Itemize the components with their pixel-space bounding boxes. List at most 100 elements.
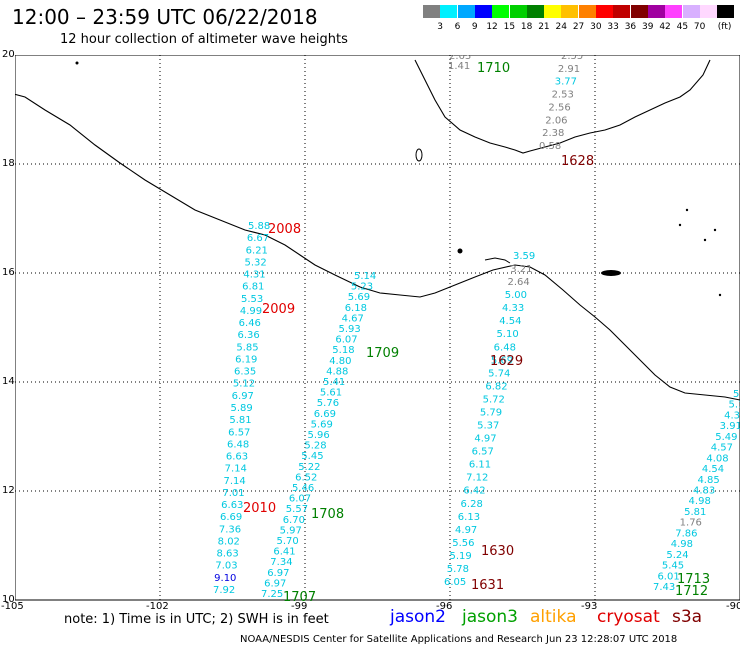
wave-height-label: 6.97 xyxy=(264,578,286,589)
gulf-shore xyxy=(484,257,511,264)
track-id-label: 1710 xyxy=(477,61,510,76)
wave-height-label: 6.70 xyxy=(283,515,305,526)
legend-swatch xyxy=(423,5,440,18)
wave-height-label: 1.41 xyxy=(448,61,470,72)
legend-swatch xyxy=(699,5,717,18)
note-text: note: 1) Time is in UTC; 2) SWH is in fe… xyxy=(64,612,329,627)
x-tick-label: -99 xyxy=(291,601,308,612)
wave-height-label: 6.48 xyxy=(494,342,516,353)
wave-height-label: 8.63 xyxy=(217,549,239,560)
wave-height-label: 5.88 xyxy=(248,221,270,232)
wave-height-label: 5.14 xyxy=(729,400,740,411)
legend-level: 9 xyxy=(471,22,478,32)
legend-swatch xyxy=(544,5,562,18)
legend-swatch xyxy=(630,5,648,18)
wave-height-label: 4.97 xyxy=(474,434,496,445)
legend-swatch xyxy=(596,5,613,18)
wave-height-label: 5.97 xyxy=(280,525,302,536)
wave-height-label: 4.83 xyxy=(693,486,715,497)
coastline xyxy=(15,93,740,401)
wave-height-label: 5.81 xyxy=(229,415,251,426)
satellite-label-jason3: jason3 xyxy=(462,607,518,627)
legend-unit: (ft) xyxy=(717,22,732,32)
wave-height-label: 6.28 xyxy=(461,499,483,510)
wave-height-label: 5.72 xyxy=(483,394,505,405)
legend-swatch xyxy=(578,5,596,18)
wave-height-label: 7.36 xyxy=(219,524,241,535)
wave-height-label: 5.93 xyxy=(339,324,361,335)
legend-level: 12 xyxy=(486,22,498,32)
wave-height-label: 4.85 xyxy=(697,475,719,486)
wave-height-label: 5.61 xyxy=(320,388,342,399)
wave-height-label: 6.82 xyxy=(485,381,507,392)
wave-height-label: 4.08 xyxy=(706,453,728,464)
wave-height-label: 6.01 xyxy=(657,571,679,582)
wave-height-label: 7.03 xyxy=(215,561,237,572)
wave-height-label: 5.69 xyxy=(491,355,513,366)
legend-swatch xyxy=(665,5,683,18)
legend-level: 3 xyxy=(437,22,443,32)
islet xyxy=(713,228,717,232)
wave-height-label: 1.76 xyxy=(680,518,702,529)
wave-height-label: 8.02 xyxy=(218,536,240,547)
wave-height-label: 7.01 xyxy=(222,488,244,499)
y-tick-label: 16 xyxy=(2,267,15,278)
wave-height-label: 5.76 xyxy=(317,398,339,409)
wave-height-label: 5.18 xyxy=(332,345,354,356)
legend-level: 21 xyxy=(538,22,550,32)
track-id-label: 1630 xyxy=(481,544,514,559)
wave-height-label: 4.37 xyxy=(724,410,740,421)
x-tick-label: -96 xyxy=(436,601,453,612)
wave-height-label: 4.88 xyxy=(326,366,348,377)
wave-height-label: 4.33 xyxy=(502,303,524,314)
wave-height-label: 5.28 xyxy=(304,441,326,452)
wave-height-label: 6.07 xyxy=(289,494,311,505)
legend-swatch xyxy=(474,5,492,18)
legend-level: 18 xyxy=(520,22,533,32)
track-id-label: 1628 xyxy=(561,154,594,169)
wave-height-label: 2.38 xyxy=(542,128,564,139)
wave-height-label: 7.86 xyxy=(675,528,697,539)
page-subtitle: 12 hour collection of altimeter wave hei… xyxy=(60,32,348,47)
wave-height-label: 9.10 xyxy=(214,573,236,584)
wave-height-label: 5.89 xyxy=(231,403,253,414)
wave-height-label: 5.57 xyxy=(286,504,308,515)
wave-height-label: 5.41 xyxy=(323,377,345,388)
wave-height-label: 7.14 xyxy=(224,476,246,487)
x-tick-label: -90 xyxy=(726,601,740,612)
track-id-label: 2008 xyxy=(268,222,301,237)
lake xyxy=(415,148,423,162)
legend-level: 39 xyxy=(642,22,654,32)
wave-height-label: 6.11 xyxy=(469,460,491,471)
islet xyxy=(703,238,707,242)
wave-height-label: 4.99 xyxy=(240,306,262,317)
track-id-label: 1631 xyxy=(471,578,504,593)
footer-credit: NOAA/NESDIS Center for Satellite Applica… xyxy=(240,634,678,645)
wave-height-label: 5.10 xyxy=(496,329,518,340)
y-tick-label: 12 xyxy=(2,485,15,496)
wave-height-label: 2.55 xyxy=(561,55,583,62)
satellite-label-altika: altika xyxy=(530,607,577,627)
wave-height-label: 5.78 xyxy=(447,564,469,575)
wave-height-label: 4.31 xyxy=(243,270,265,281)
legend-level: 15 xyxy=(503,22,516,32)
wave-height-label: 5.14 xyxy=(354,271,376,282)
lagoon xyxy=(601,270,621,276)
islet xyxy=(678,223,682,227)
wave-height-label: 7.34 xyxy=(270,557,292,568)
wave-height-label: 6.97 xyxy=(267,568,289,579)
wave-height-label: 4.54 xyxy=(499,316,521,327)
wave-height-label: 6.36 xyxy=(238,330,260,341)
satellite-label-s3a: s3a xyxy=(672,607,703,627)
wave-height-label: 5.96 xyxy=(308,430,330,441)
satellite-label-jason2: jason2 xyxy=(390,607,446,627)
wave-height-label: 6.63 xyxy=(221,500,243,511)
wave-height-label: 5.12 xyxy=(233,379,255,390)
legend-swatch xyxy=(647,5,665,18)
legend-swatch xyxy=(492,5,510,18)
y-tick-label: 18 xyxy=(2,158,15,169)
legend-swatch xyxy=(457,5,475,18)
wave-height-label: 5.69 xyxy=(311,419,333,430)
legend-level: 45 xyxy=(676,22,689,32)
wave-height-label: 2.91 xyxy=(558,64,580,75)
